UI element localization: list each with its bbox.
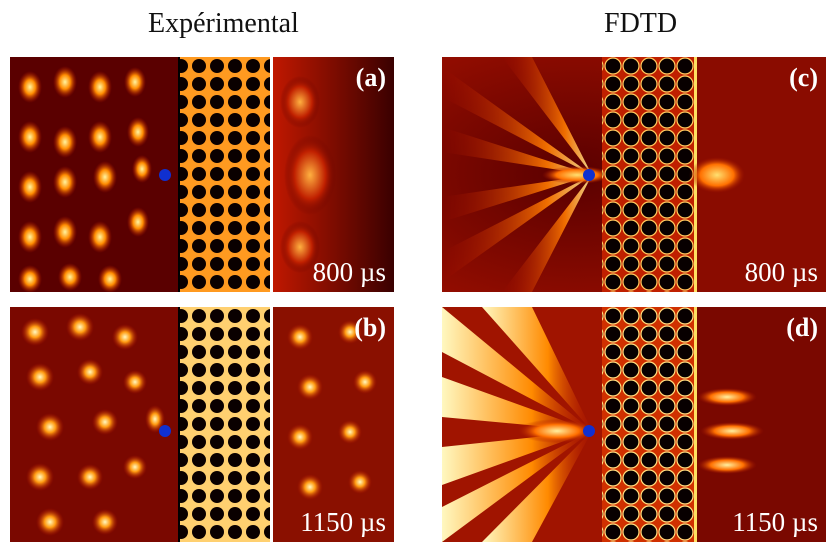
- field-map-a: [10, 57, 394, 292]
- panel-label-d: (d): [786, 313, 818, 342]
- panel-time-a: 800 µs: [312, 257, 386, 287]
- source-dot-b: [159, 425, 171, 437]
- panel-b: (b) 1150 µs: [10, 307, 394, 542]
- source-dot-a: [159, 169, 171, 181]
- panel-time-d: 1150 µs: [732, 507, 818, 537]
- panel-label-b: (b): [354, 313, 386, 342]
- field-map-b: [10, 307, 394, 542]
- panel-time-b: 1150 µs: [300, 507, 386, 537]
- column-title-experimental: Expérimental: [148, 8, 299, 39]
- panel-d: (d) 1150 µs: [442, 307, 826, 542]
- source-dot-c: [583, 169, 595, 181]
- source-dot-d: [583, 425, 595, 437]
- panel-label-c: (c): [789, 63, 818, 92]
- panel-c: (c) 800 µs: [442, 57, 826, 292]
- panel-label-a: (a): [355, 63, 386, 92]
- panel-a: (a) 800 µs: [10, 57, 394, 292]
- field-map-d: [442, 307, 826, 542]
- field-map-c: [442, 57, 826, 292]
- column-title-fdtd: FDTD: [604, 8, 678, 39]
- panel-time-c: 800 µs: [744, 257, 818, 287]
